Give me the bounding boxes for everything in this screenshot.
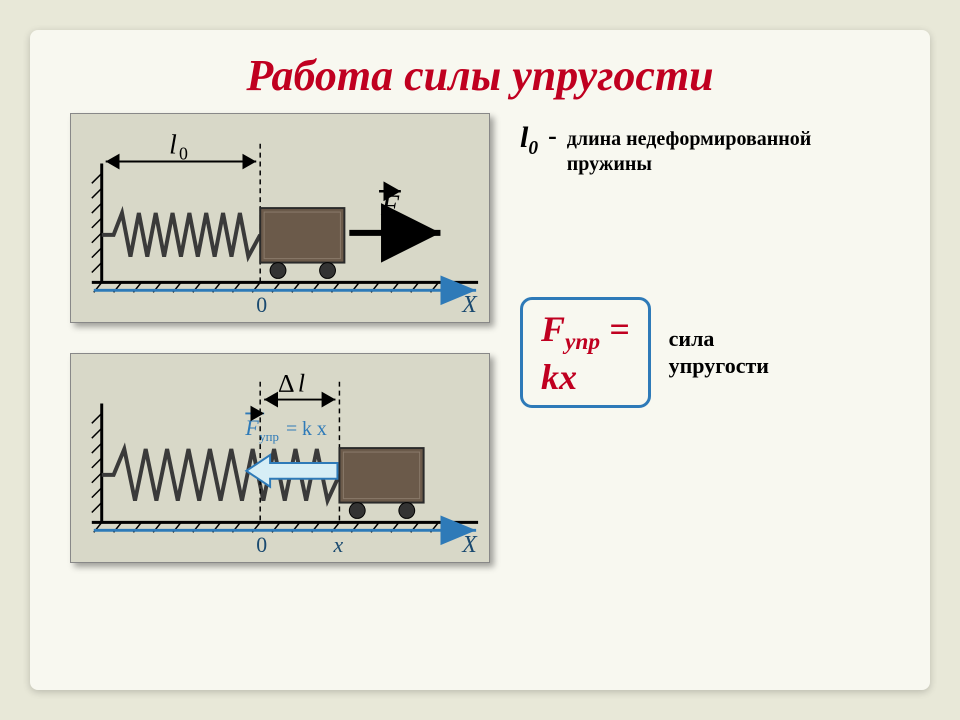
slide: Работа силы упругости: [30, 30, 930, 690]
diagram-undeformed: l 0 F 0 X: [70, 113, 490, 323]
formula-box: Fупр = kx: [520, 297, 651, 408]
svg-text:= k x: = k x: [286, 418, 327, 440]
svg-text:0: 0: [179, 144, 188, 164]
svg-text:l: l: [169, 129, 177, 160]
definition-row: l0 - длина недеформированной пружины: [520, 121, 890, 177]
def-line2: пружины: [567, 153, 652, 175]
label-line2: упругости: [669, 353, 769, 378]
text-column: l0 - длина недеформированной пружины Fуп…: [520, 113, 890, 593]
svg-text:F: F: [244, 416, 259, 440]
content-area: l 0 F 0 X: [70, 113, 890, 593]
svg-text:Δ: Δ: [278, 369, 295, 398]
slide-title: Работа силы упругости: [70, 50, 890, 101]
svg-text:0: 0: [256, 533, 267, 557]
diagrams-column: l 0 F 0 X: [70, 113, 490, 593]
svg-text:X: X: [461, 292, 478, 318]
svg-text:0: 0: [256, 293, 267, 317]
definition-text: длина недеформированной пружины: [567, 121, 812, 177]
svg-text:упр: упр: [259, 430, 279, 444]
def-line1: длина недеформированной: [567, 128, 812, 150]
svg-text:X: X: [461, 532, 478, 558]
diagram-stretched: Δ l F упр = k x 0 x X: [70, 353, 490, 563]
diagram2-svg: Δ l F упр = k x 0 x X: [71, 354, 489, 562]
dash: -: [548, 121, 557, 151]
formula-sub: упр: [565, 329, 600, 355]
svg-text:x: x: [332, 533, 343, 557]
formula-F: F: [541, 309, 565, 349]
svg-text:F: F: [380, 190, 400, 222]
formula-row: Fупр = kx сила упругости: [520, 297, 890, 408]
formula-kx: kx: [541, 357, 577, 397]
svg-text:l: l: [298, 369, 305, 398]
formula-label: сила упругости: [669, 326, 769, 379]
diagram1-svg: l 0 F 0 X: [71, 114, 489, 322]
var-sub: 0: [528, 138, 538, 159]
formula-text: Fупр = kx: [541, 308, 630, 399]
formula-eq: =: [609, 309, 630, 349]
var-l0: l0: [520, 121, 538, 160]
label-line1: сила: [669, 326, 715, 351]
